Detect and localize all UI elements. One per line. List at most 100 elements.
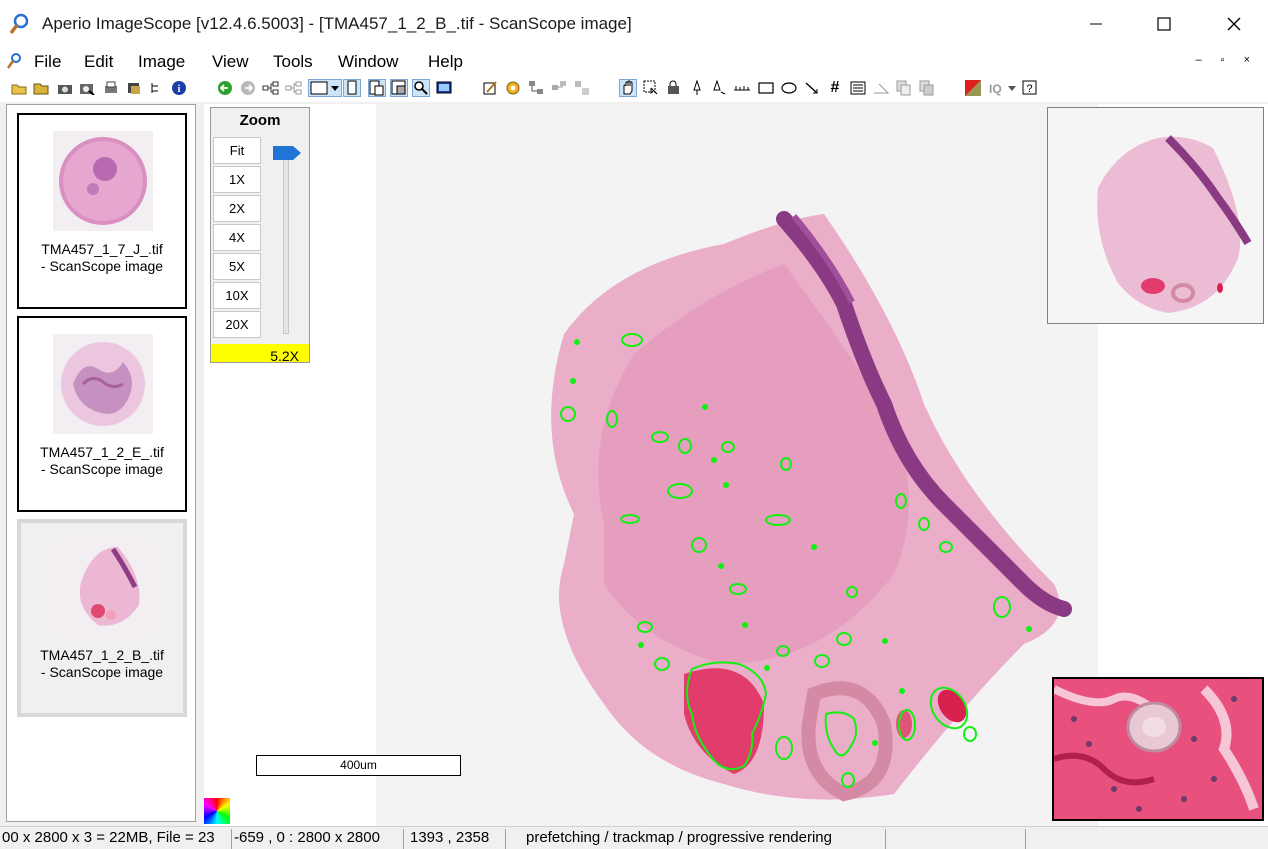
select-icon[interactable]: [642, 79, 660, 97]
mdi-controls[interactable]: – ▫ ×: [1195, 54, 1258, 66]
status-rendering: prefetching / trackmap / progressive ren…: [506, 829, 886, 849]
snapshot-icon[interactable]: [78, 79, 96, 97]
rectangle-icon[interactable]: [757, 79, 775, 97]
minimize-button[interactable]: [1074, 8, 1118, 40]
print-icon[interactable]: [102, 79, 120, 97]
export-icon[interactable]: [125, 79, 143, 97]
zoom-10x-button[interactable]: 10X: [213, 282, 261, 309]
network-icon[interactable]: [527, 79, 545, 97]
minimize-icon: [1090, 23, 1102, 25]
zoom-panel: Zoom Fit 1X 2X 4X 5X 10X 20X 5.2X: [210, 107, 310, 363]
open-icon[interactable]: [32, 79, 50, 97]
overview-image: [1048, 108, 1263, 323]
slide-viewer[interactable]: Zoom Fit 1X 2X 4X 5X 10X 20X 5.2X: [204, 104, 1268, 826]
maximize-button[interactable]: [1142, 8, 1186, 40]
camera-icon[interactable]: [56, 79, 74, 97]
status-coordinates: 1393 , 2358: [404, 829, 506, 849]
forward-icon[interactable]: [239, 79, 257, 97]
hand-icon[interactable]: [619, 79, 637, 97]
split2-icon[interactable]: [390, 79, 408, 97]
split-icon[interactable]: [368, 79, 386, 97]
thumbnail-item[interactable]: TMA457_1_7_J_.tif - ScanScope image: [17, 113, 187, 309]
copy-icon[interactable]: [895, 79, 913, 97]
zoom-4x-button[interactable]: 4X: [213, 224, 261, 251]
scale-bar: 400um: [256, 755, 461, 776]
slide-thumbnail-image: [53, 537, 153, 637]
network3-icon[interactable]: [573, 79, 591, 97]
color-palette-icon[interactable]: [204, 798, 230, 824]
color-icon[interactable]: [964, 79, 982, 97]
page-icon[interactable]: [343, 79, 361, 97]
zoom-20x-button[interactable]: 20X: [213, 311, 261, 338]
menu-image[interactable]: Image: [138, 52, 186, 71]
thumbnail-type: - ScanScope image: [40, 258, 164, 274]
status-bar: 00 x 2800 x 3 = 22MB, File = 23 -659 , 0…: [0, 826, 1268, 849]
status-blank: [886, 829, 1026, 849]
zoom-title: Zoom: [239, 112, 281, 129]
zoom-fit-button[interactable]: Fit: [213, 137, 261, 164]
lock-icon[interactable]: [665, 79, 683, 97]
tree-icon[interactable]: [148, 79, 166, 97]
network2-icon[interactable]: [550, 79, 568, 97]
frame-dropdown-icon[interactable]: [308, 79, 342, 97]
menu-tools[interactable]: Tools: [273, 52, 313, 71]
thumbnail-type: - ScanScope image: [40, 461, 164, 477]
document-icon[interactable]: [6, 52, 24, 70]
zoom-level-indicator: 5.2X: [211, 344, 309, 362]
thumbnail-filename: TMA457_1_2_B_.tif: [40, 647, 164, 663]
arrow-icon[interactable]: [803, 79, 821, 97]
window-title: Aperio ImageScope [v12.4.6.5003] - [TMA4…: [42, 14, 632, 33]
tissue-image: [551, 211, 1072, 802]
zoom-slider-track[interactable]: [283, 148, 289, 334]
magnified-image: [1054, 679, 1262, 819]
menu-help[interactable]: Help: [428, 52, 463, 71]
close-icon: [1227, 17, 1241, 31]
menu-file[interactable]: File: [34, 52, 62, 71]
ruler-icon[interactable]: [733, 79, 751, 97]
menu-view[interactable]: View: [212, 52, 249, 71]
flow-icon[interactable]: [262, 79, 280, 97]
magnifier-view: [1052, 677, 1264, 821]
help-icon[interactable]: ?: [1021, 79, 1039, 97]
gear-icon[interactable]: [504, 79, 522, 97]
svg-text:?: ?: [1026, 83, 1032, 95]
status-view-region: -659 , 0 : 2800 x 2800: [232, 829, 404, 849]
maximize-icon: [1157, 17, 1171, 31]
thumbnail-filename: TMA457_1_7_J_.tif: [41, 241, 163, 257]
zoom-2x-button[interactable]: 2X: [213, 195, 261, 222]
zoom-icon[interactable]: [412, 79, 430, 97]
pen2-icon[interactable]: [710, 79, 728, 97]
iq-icon[interactable]: IQ: [988, 79, 1020, 97]
zoom-slider-thumb[interactable]: [273, 146, 301, 160]
slide-thumbnail-image: [53, 334, 153, 434]
thumbnail-type: - ScanScope image: [40, 664, 164, 680]
thumbnail-filename: TMA457_1_2_E_.tif: [40, 444, 164, 460]
pen-icon[interactable]: [688, 79, 706, 97]
menu-window[interactable]: Window: [338, 52, 399, 71]
flow2-icon[interactable]: [285, 79, 303, 97]
list-icon[interactable]: [849, 79, 867, 97]
title-bar: Aperio ImageScope [v12.4.6.5003] - [TMA4…: [0, 0, 1268, 48]
edit-icon[interactable]: [481, 79, 499, 97]
open-folder-icon[interactable]: [10, 79, 28, 97]
menu-edit[interactable]: Edit: [84, 52, 114, 71]
slide-thumbnail-image: [53, 131, 153, 231]
status-image-size: 00 x 2800 x 3 = 22MB, File = 23: [0, 829, 232, 849]
zoom-1x-button[interactable]: 1X: [213, 166, 261, 193]
thumbnail-item[interactable]: TMA457_1_2_E_.tif - ScanScope image: [17, 316, 187, 512]
angle-icon[interactable]: [872, 79, 890, 97]
svg-text:i: i: [178, 84, 181, 95]
copy2-icon[interactable]: [918, 79, 936, 97]
imagescope-app-icon: [9, 13, 29, 35]
close-button[interactable]: [1212, 8, 1256, 40]
overview-thumbnail[interactable]: [1047, 107, 1264, 324]
back-icon[interactable]: [216, 79, 234, 97]
thumbnail-item-selected[interactable]: TMA457_1_2_B_.tif - ScanScope image: [17, 519, 187, 717]
info-icon[interactable]: i: [170, 79, 188, 97]
grid-icon[interactable]: #: [830, 79, 840, 96]
toolbar: i # IQ ?: [0, 76, 1268, 102]
monitor-icon[interactable]: [435, 79, 453, 97]
ellipse-icon[interactable]: [780, 79, 798, 97]
zoom-5x-button[interactable]: 5X: [213, 253, 261, 280]
